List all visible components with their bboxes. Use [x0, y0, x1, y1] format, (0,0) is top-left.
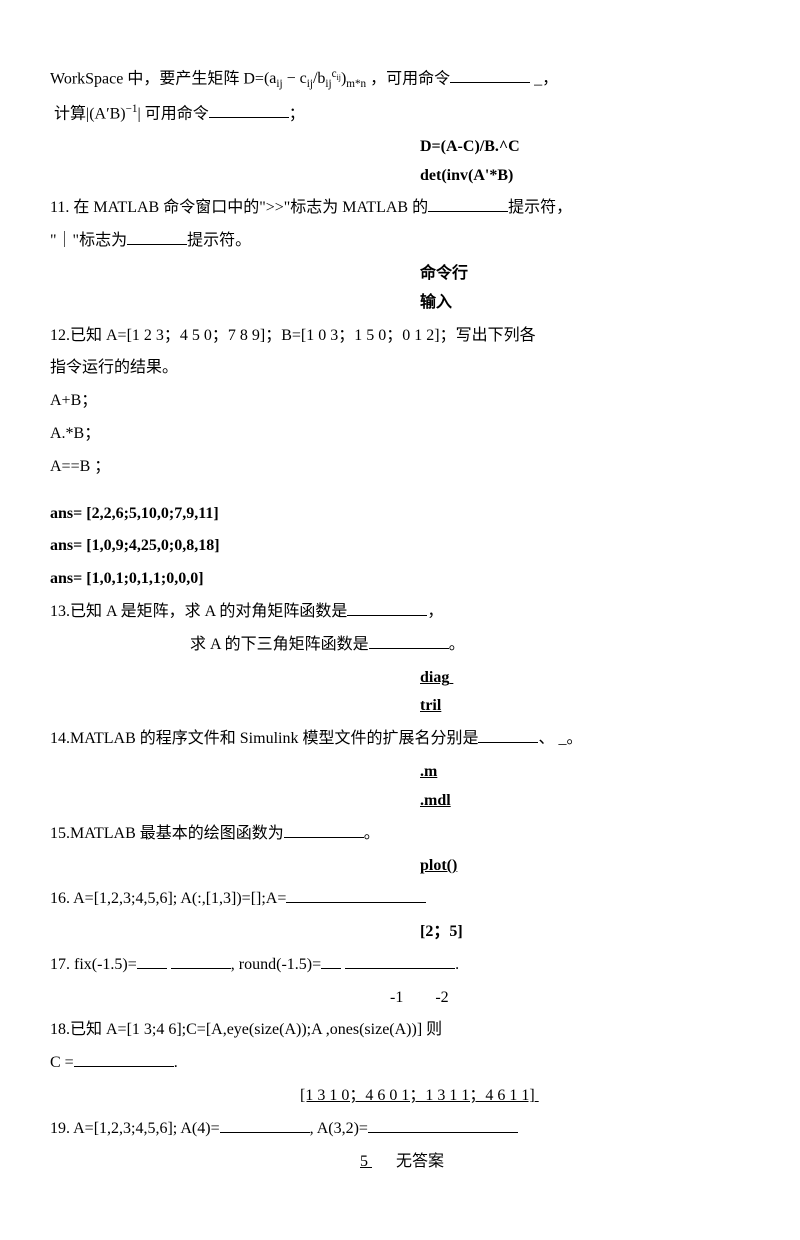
q12-cmd1: A+B；	[50, 387, 750, 416]
q10-text2: ，可用命令	[370, 70, 450, 87]
q19-text2: , A(3,2)=	[310, 1120, 368, 1137]
q11-mid: 提示符，	[508, 199, 572, 216]
q18-answer: [1 3 1 0；4 6 0 1；1 3 1 1；4 6 1 1]	[50, 1082, 750, 1111]
q12-ans1: ans= [2,2,6;5,10,0;7,9,11]	[50, 500, 750, 529]
q12-line1: 12.已知 A=[1 2 3；4 5 0；7 8 9]；B=[1 0 3；1 5…	[50, 322, 750, 351]
blank	[368, 1116, 518, 1133]
q15-line: 15.MATLAB 最基本的绘图函数为 。	[50, 820, 750, 849]
q15-suffix: 。	[364, 825, 380, 842]
blank	[347, 599, 427, 616]
blank	[284, 821, 364, 838]
q10-line2: 计算|(A′B)−1| 可用命令；	[50, 99, 750, 129]
q10-answer1: D=(A-C)/B.^C	[50, 133, 750, 162]
q18-text2: C =	[50, 1054, 74, 1071]
q13-answer1: diag	[50, 664, 750, 693]
q10-text1: WorkSpace 中，要产生矩阵 D=	[50, 70, 264, 87]
q18-ans-text: [1 3 1 0；4 6 0 1；1 3 1 1；4 6 1 1]	[300, 1087, 535, 1104]
blank	[369, 632, 449, 649]
spacer	[50, 486, 750, 496]
blank	[428, 195, 508, 212]
q11-line2-text: "｜"标志为	[50, 232, 127, 249]
q13-text1: 13.已知 A 是矩阵，求 A 的对角矩阵函数是	[50, 603, 347, 620]
q12-cmd2: A.*B；	[50, 420, 750, 449]
q13-answer2: tril	[50, 692, 750, 721]
q19-text1: 19. A=[1,2,3;4,5,6]; A(4)=	[50, 1120, 220, 1137]
q13-suffix: 。	[449, 636, 465, 653]
q17-text2: , round(-1.5)=	[231, 956, 321, 973]
blank	[450, 66, 530, 83]
q11-answer1: 命令行	[50, 260, 750, 289]
q11-line2: "｜"标志为 提示符。	[50, 227, 750, 256]
q18-line1: 18.已知 A=[1 3;4 6];C=[A,eye(size(A));A ,o…	[50, 1016, 750, 1045]
q19-a1: 5	[360, 1153, 372, 1170]
blank	[478, 726, 538, 743]
q16-answer: [2；5]	[50, 918, 750, 947]
q10-line1: WorkSpace 中，要产生矩阵 D=(aij − cij/bijcij)m*…	[50, 64, 750, 95]
q15-answer: plot()	[50, 852, 750, 881]
blank	[220, 1116, 310, 1133]
blank	[74, 1050, 174, 1067]
q10-answer2: det(inv(A'*B)	[50, 162, 750, 191]
q19-a1-text: 5	[360, 1153, 368, 1170]
q14-line: 14.MATLAB 的程序文件和 Simulink 模型文件的扩展名分别是 、 _…	[50, 725, 750, 754]
q16-line: 16. A=[1,2,3;4,5,6]; A(:,[1,3])=[];A=	[50, 885, 750, 914]
q13-line1: 13.已知 A 是矩阵，求 A 的对角矩阵函数是，	[50, 598, 750, 627]
q13-text2: 求 A 的下三角矩阵函数是	[190, 636, 369, 653]
q13-a1-text: diag	[420, 669, 449, 686]
q13-line2: 求 A 的下三角矩阵函数是 。	[50, 631, 750, 660]
q19-line: 19. A=[1,2,3;4,5,6]; A(4)= , A(3,2)=	[50, 1115, 750, 1144]
blank	[127, 228, 187, 245]
q14-text: 14.MATLAB 的程序文件和 Simulink 模型文件的扩展名分别是	[50, 730, 478, 747]
q12-cmd3: A==B ；	[50, 453, 750, 482]
blank	[171, 952, 231, 969]
blank	[137, 952, 167, 969]
q14-answer1: .m	[50, 758, 750, 787]
q10-text4: | 可用命令	[138, 105, 209, 122]
q14-suffix: 、 _。	[538, 730, 582, 747]
q11-prefix: 11. 在 MATLAB 命令窗口中的">>"标志为 MATLAB 的	[50, 199, 428, 216]
q12-ans2: ans= [1,0,9;4,25,0;0,8,18]	[50, 532, 750, 561]
blank	[286, 886, 426, 903]
blank	[345, 952, 455, 969]
q19-answers: 5 无答案	[50, 1148, 750, 1177]
q17-line: 17. fix(-1.5)= , round(-1.5)= .	[50, 951, 750, 980]
q19-a2: 无答案	[396, 1153, 444, 1170]
blank	[321, 952, 341, 969]
q10-text3: 计算|(A′B)	[54, 105, 126, 122]
q17-a1: -1	[390, 989, 403, 1006]
q11-line1: 11. 在 MATLAB 命令窗口中的">>"标志为 MATLAB 的 提示符，	[50, 194, 750, 223]
q15-text: 15.MATLAB 最基本的绘图函数为	[50, 825, 284, 842]
q14-answer2: .mdl	[50, 787, 750, 816]
q16-text: 16. A=[1,2,3;4,5,6]; A(:,[1,3])=[];A=	[50, 890, 286, 907]
q17-answers: -1 -2	[50, 984, 750, 1013]
blank	[209, 101, 289, 118]
q12-ans3: ans= [1,0,1;0,1,1;0,0,0]	[50, 565, 750, 594]
q18-line2: C =.	[50, 1049, 750, 1078]
q10-formula: (aij − cij/bijcij)m*n	[264, 70, 366, 87]
q11-answer2: 输入	[50, 289, 750, 318]
q12-line2: 指令运行的结果。	[50, 354, 750, 383]
q11-suffix: 提示符。	[187, 232, 251, 249]
q17-a2: -2	[435, 989, 448, 1006]
q17-text1: 17. fix(-1.5)=	[50, 956, 137, 973]
